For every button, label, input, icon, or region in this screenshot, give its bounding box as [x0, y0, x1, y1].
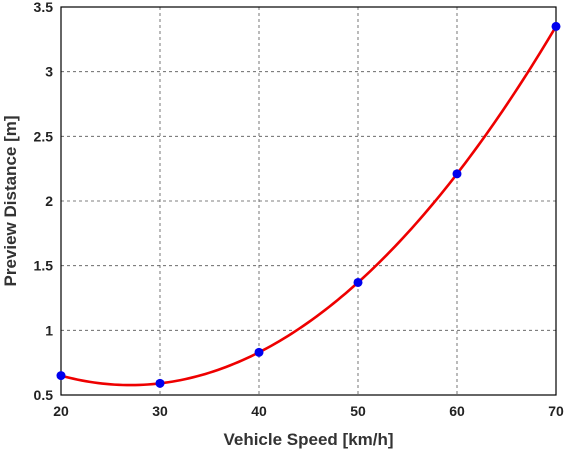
- data-point: [551, 21, 561, 31]
- y-axis-label: Preview Distance [m]: [1, 115, 20, 286]
- x-tick-label: 60: [449, 403, 465, 419]
- data-point: [56, 371, 66, 381]
- x-tick-label: 70: [548, 403, 564, 419]
- y-tick-label: 1: [45, 322, 53, 338]
- data-points: [56, 21, 561, 388]
- data-point: [353, 277, 363, 287]
- x-tick-label: 30: [152, 403, 168, 419]
- data-point: [254, 347, 264, 357]
- x-tick-label: 20: [53, 403, 69, 419]
- data-point: [452, 169, 462, 179]
- grid: [61, 7, 556, 395]
- plot-frame: [60, 6, 557, 396]
- y-tick-label: 2.5: [34, 128, 54, 144]
- y-tick-labels: 0.5 1 1.5 2 2.5 3 3.5: [34, 0, 54, 403]
- x-tick-label: 40: [251, 403, 267, 419]
- x-tick-labels: 20 30 40 50 60 70: [53, 403, 564, 419]
- data-point: [155, 378, 165, 388]
- y-tick-label: 1.5: [34, 258, 54, 274]
- y-tick-label: 3.5: [34, 0, 54, 15]
- y-tick-label: 2: [45, 193, 53, 209]
- x-tick-label: 50: [350, 403, 366, 419]
- y-tick-label: 0.5: [34, 387, 54, 403]
- y-tick-label: 3: [45, 64, 53, 80]
- fit-curve-line: [60, 25, 558, 387]
- x-axis-label: Vehicle Speed [km/h]: [223, 430, 393, 449]
